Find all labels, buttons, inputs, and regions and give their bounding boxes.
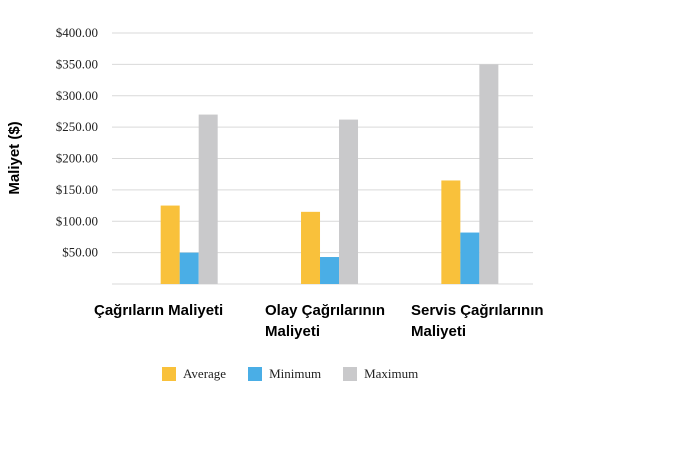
legend-item-average: Average [162,366,226,382]
legend-item-minimum: Minimum [248,366,321,382]
bar-average-3 [441,180,461,284]
bar-maximum-2 [339,119,359,284]
legend-swatch-maximum [343,367,358,381]
y-tick-label: $50.00 [62,245,98,260]
y-tick-labels: $50.00 $100.00 $150.00 $200.00 $250.00 $300.0… [56,25,98,260]
legend-label-average: Average [183,366,227,381]
legend-label-minimum: Minimum [269,366,322,381]
bar-minimum-2 [320,257,340,284]
y-tick-label: $250.00 [56,119,98,134]
category-label-2: Olay Çağrılarının Maliyeti [265,302,386,340]
bar-minimum-3 [460,232,480,284]
y-axis-label: Maliyet ($) [6,121,23,194]
y-tick-label: $200.00 [56,151,98,166]
bar-average-2 [301,211,321,284]
category-label-1: Çağrıların Maliyeti [94,302,224,319]
legend-label-maximum: Maximum [364,366,419,381]
bars [160,64,499,284]
bar-average-1 [160,205,180,284]
bar-maximum-3 [479,64,499,284]
category-label-3: Servis Çağrılarının Maliyeti [411,302,544,340]
y-tick-label: $400.00 [56,25,98,40]
bar-maximum-1 [198,114,218,284]
legend: Average Minimum Maximum [162,366,440,382]
legend-swatch-minimum [248,367,263,381]
legend-swatch-average [162,367,176,381]
y-tick-label: $150.00 [56,182,98,197]
y-tick-label: $300.00 [56,88,98,103]
y-tick-label: $350.00 [56,56,98,71]
legend-item-maximum: Maximum [343,366,418,382]
bar-minimum-1 [179,252,199,284]
y-tick-label: $100.00 [56,213,98,228]
